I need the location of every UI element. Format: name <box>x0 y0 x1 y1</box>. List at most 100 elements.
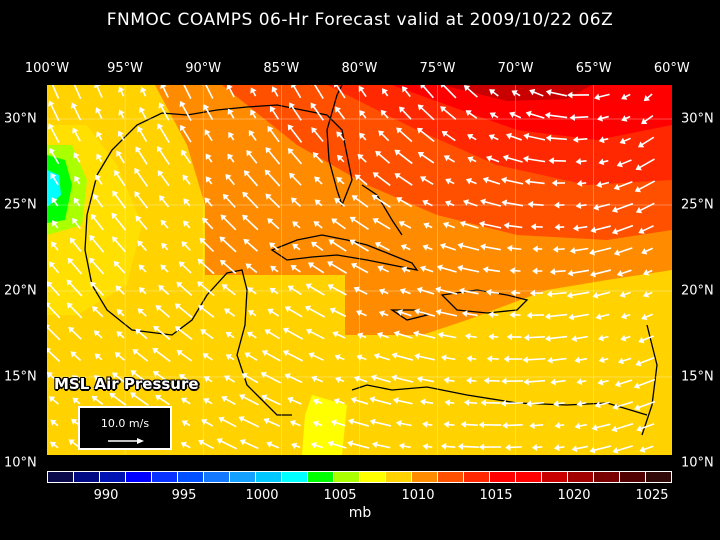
wind-arrow-head <box>478 443 485 451</box>
wind-arrow <box>52 176 59 186</box>
wind-arrow <box>91 260 105 275</box>
wind-arrow-head <box>544 312 551 320</box>
wind-arrow-head <box>52 220 58 227</box>
wind-arrow <box>536 446 543 449</box>
wind-arrow <box>492 313 499 316</box>
wind-arrow-head <box>271 86 278 93</box>
wind-arrow-head <box>437 331 444 339</box>
wind-arrow <box>117 354 125 361</box>
wind-arrow <box>51 398 59 405</box>
wind-arrow-head <box>478 220 485 228</box>
wind-arrow <box>511 247 522 251</box>
wind-arrow-head <box>597 114 603 122</box>
wind-arrow <box>264 373 282 384</box>
wind-arrow-head <box>219 236 226 243</box>
wind-arrow-head <box>467 156 474 163</box>
wind-arrow <box>314 377 324 383</box>
wind-arrow <box>250 333 257 339</box>
wind-arrow-head <box>239 439 246 446</box>
wind-arrow <box>269 129 280 143</box>
wind-arrow-head <box>420 176 427 183</box>
colorbar-swatch <box>360 472 385 482</box>
wind-arrow <box>159 126 170 143</box>
wind-arrow <box>549 114 568 119</box>
wind-arrow-head <box>636 425 643 432</box>
wind-arrow-head <box>116 331 123 338</box>
wind-arrow-head <box>503 222 510 230</box>
wind-arrow <box>49 374 60 384</box>
wind-arrow <box>224 397 236 406</box>
wind-arrow-head <box>593 203 600 211</box>
colorbar-swatch <box>308 472 333 482</box>
vector-scale-legend: 10.0 m/s <box>78 406 172 450</box>
wind-arrow-head <box>329 307 336 314</box>
colorbar-swatch <box>152 472 177 482</box>
wind-arrow-head <box>353 286 360 293</box>
wind-arrow <box>624 313 631 318</box>
wind-arrow-head <box>89 257 96 264</box>
wind-arrow-head <box>466 355 473 363</box>
wind-arrow <box>577 138 588 141</box>
wind-arrow-head <box>417 152 425 158</box>
wind-arrow <box>572 313 589 318</box>
wind-arrow <box>224 286 236 296</box>
wind-arrow-head <box>158 102 165 109</box>
wind-arrow-head <box>441 131 448 137</box>
wind-arrow <box>421 153 435 164</box>
wind-arrow-head <box>372 218 379 225</box>
wind-arrow <box>641 136 655 146</box>
wind-arrow <box>252 112 257 119</box>
wind-arrow <box>92 216 104 231</box>
wind-arrow-head <box>250 87 257 94</box>
wind-arrow <box>92 284 104 297</box>
wind-arrow-head <box>336 177 343 184</box>
wind-arrow <box>637 378 656 387</box>
wind-arrow <box>74 131 81 142</box>
wind-arrow <box>533 424 544 427</box>
wind-arrow-head <box>113 260 120 268</box>
colorbar-tick-label: 1010 <box>401 488 435 503</box>
wind-arrow-head <box>467 134 474 141</box>
wind-arrow-head <box>552 245 559 253</box>
wind-arrow-head <box>598 356 605 364</box>
wind-arrow-head <box>569 247 576 255</box>
wind-arrow-head <box>483 377 490 385</box>
wind-arrow-head <box>457 442 464 450</box>
wind-arrow-head <box>47 324 51 329</box>
wind-arrow <box>466 201 478 207</box>
colorbar-swatch <box>490 472 515 482</box>
wind-arrow-head <box>205 153 212 160</box>
wind-arrow-head <box>566 291 573 299</box>
wind-arrow-head <box>314 176 321 183</box>
wind-arrow-head <box>457 242 464 250</box>
wind-arrow <box>50 151 60 165</box>
wind-arrow-head <box>422 420 428 428</box>
wind-arrow <box>98 134 103 141</box>
wind-arrow <box>73 85 82 100</box>
lon-label: 80°W <box>341 61 378 76</box>
wind-arrow-head <box>554 223 560 231</box>
wind-arrow <box>402 222 412 229</box>
wind-arrow-head <box>511 90 518 97</box>
wind-arrow <box>646 291 653 296</box>
wind-arrow <box>75 155 81 163</box>
wind-arrow <box>401 109 412 120</box>
wind-arrow <box>116 263 126 274</box>
colorbar-swatch <box>230 472 255 482</box>
wind-arrow-head <box>51 197 58 204</box>
wind-arrow <box>229 112 235 119</box>
wind-arrow-head <box>643 95 651 102</box>
wind-arrow-head <box>305 283 312 290</box>
wind-arrow-head <box>589 248 596 256</box>
wind-arrow-head <box>478 421 485 429</box>
wind-arrow <box>615 423 634 430</box>
wind-arrow <box>549 313 568 318</box>
wind-arrow <box>489 157 500 163</box>
wind-arrow-head <box>264 329 271 336</box>
wind-arrow <box>181 128 192 143</box>
wind-arrow-head <box>401 266 408 273</box>
wind-arrow <box>330 263 348 274</box>
colorbar-swatch <box>334 472 359 482</box>
wind-arrow-head <box>399 106 406 113</box>
wind-arrow-head <box>50 441 57 448</box>
